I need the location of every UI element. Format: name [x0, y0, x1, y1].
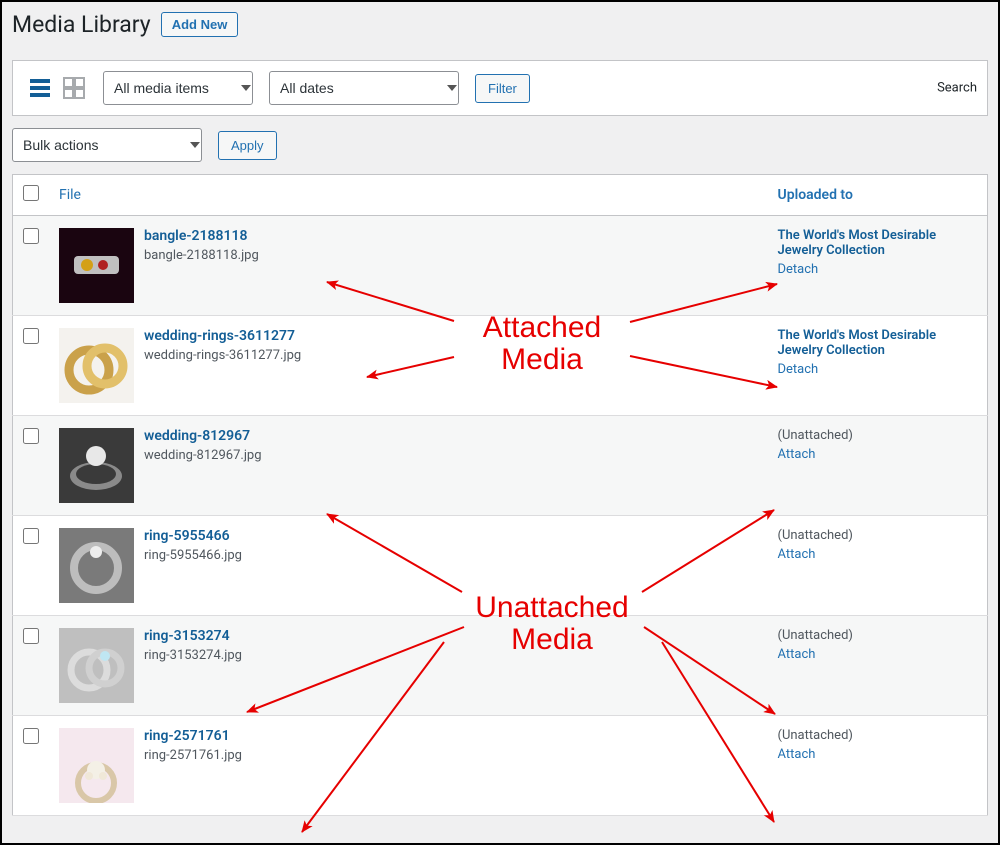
select-all-checkbox[interactable] [23, 185, 39, 201]
media-filename: ring-2571761.jpg [144, 748, 242, 763]
view-grid-button[interactable] [57, 71, 91, 105]
row-checkbox[interactable] [23, 328, 39, 344]
table-row: wedding-812967 wedding-812967.jpg (Unatt… [13, 416, 988, 516]
table-row: bangle-2188118 bangle-2188118.jpg The Wo… [13, 216, 988, 316]
media-thumbnail[interactable] [59, 428, 134, 503]
table-row: ring-2571761 ring-2571761.jpg (Unattache… [13, 716, 988, 816]
filter-button[interactable]: Filter [475, 74, 530, 103]
media-filename: ring-5955466.jpg [144, 548, 242, 563]
unattached-label: (Unattached) [778, 728, 853, 743]
attach-link[interactable]: Attach [778, 547, 978, 562]
media-title-link[interactable]: bangle-2188118 [144, 228, 247, 244]
media-filename: bangle-2188118.jpg [144, 248, 259, 263]
media-thumbnail[interactable] [59, 628, 134, 703]
view-switch [23, 71, 91, 105]
unattached-label: (Unattached) [778, 528, 853, 543]
table-row: wedding-rings-3611277 wedding-rings-3611… [13, 316, 988, 416]
detach-link[interactable]: Detach [778, 362, 978, 377]
row-checkbox[interactable] [23, 728, 39, 744]
table-row: ring-3153274 ring-3153274.jpg (Unattache… [13, 616, 988, 716]
attach-link[interactable]: Attach [778, 647, 978, 662]
apply-button[interactable]: Apply [218, 131, 277, 160]
media-title-link[interactable]: wedding-rings-3611277 [144, 328, 295, 344]
media-thumbnail[interactable] [59, 228, 134, 303]
media-filename: wedding-rings-3611277.jpg [144, 348, 301, 363]
date-filter[interactable]: All dates [269, 71, 459, 105]
media-type-filter[interactable]: All media items [103, 71, 253, 105]
unattached-label: (Unattached) [778, 428, 853, 443]
select-all-col [13, 175, 50, 216]
media-thumbnail[interactable] [59, 528, 134, 603]
media-thumbnail[interactable] [59, 328, 134, 403]
attached-post-link[interactable]: The World's Most Desirable Jewelry Colle… [778, 328, 937, 358]
search-area: Search [937, 81, 977, 96]
bulk-actions-select[interactable]: Bulk actions [12, 128, 202, 162]
row-checkbox[interactable] [23, 628, 39, 644]
add-new-button[interactable]: Add New [161, 12, 239, 37]
view-list-button[interactable] [23, 71, 57, 105]
media-filename: ring-3153274.jpg [144, 648, 242, 663]
media-table: File Uploaded to bangle-2188118 bangle-2… [12, 174, 988, 816]
search-label: Search [937, 81, 977, 96]
row-checkbox[interactable] [23, 428, 39, 444]
media-filename: wedding-812967.jpg [144, 448, 262, 463]
col-uploaded-to[interactable]: Uploaded to [768, 175, 988, 216]
unattached-label: (Unattached) [778, 628, 853, 643]
bulk-actions-row: Bulk actions Apply [2, 116, 998, 174]
page-header: Media Library Add New [2, 2, 998, 60]
media-title-link[interactable]: ring-5955466 [144, 528, 230, 544]
attach-link[interactable]: Attach [778, 747, 978, 762]
media-title-link[interactable]: ring-2571761 [144, 728, 230, 744]
row-checkbox[interactable] [23, 528, 39, 544]
attach-link[interactable]: Attach [778, 447, 978, 462]
row-checkbox[interactable] [23, 228, 39, 244]
col-file[interactable]: File [49, 175, 768, 216]
table-row: ring-5955466 ring-5955466.jpg (Unattache… [13, 516, 988, 616]
media-thumbnail[interactable] [59, 728, 134, 803]
page-title: Media Library [12, 11, 151, 38]
media-toolbar: All media items All dates Filter Search [12, 60, 988, 116]
media-title-link[interactable]: ring-3153274 [144, 628, 230, 644]
attached-post-link[interactable]: The World's Most Desirable Jewelry Colle… [778, 228, 937, 258]
detach-link[interactable]: Detach [778, 262, 978, 277]
media-title-link[interactable]: wedding-812967 [144, 428, 250, 444]
